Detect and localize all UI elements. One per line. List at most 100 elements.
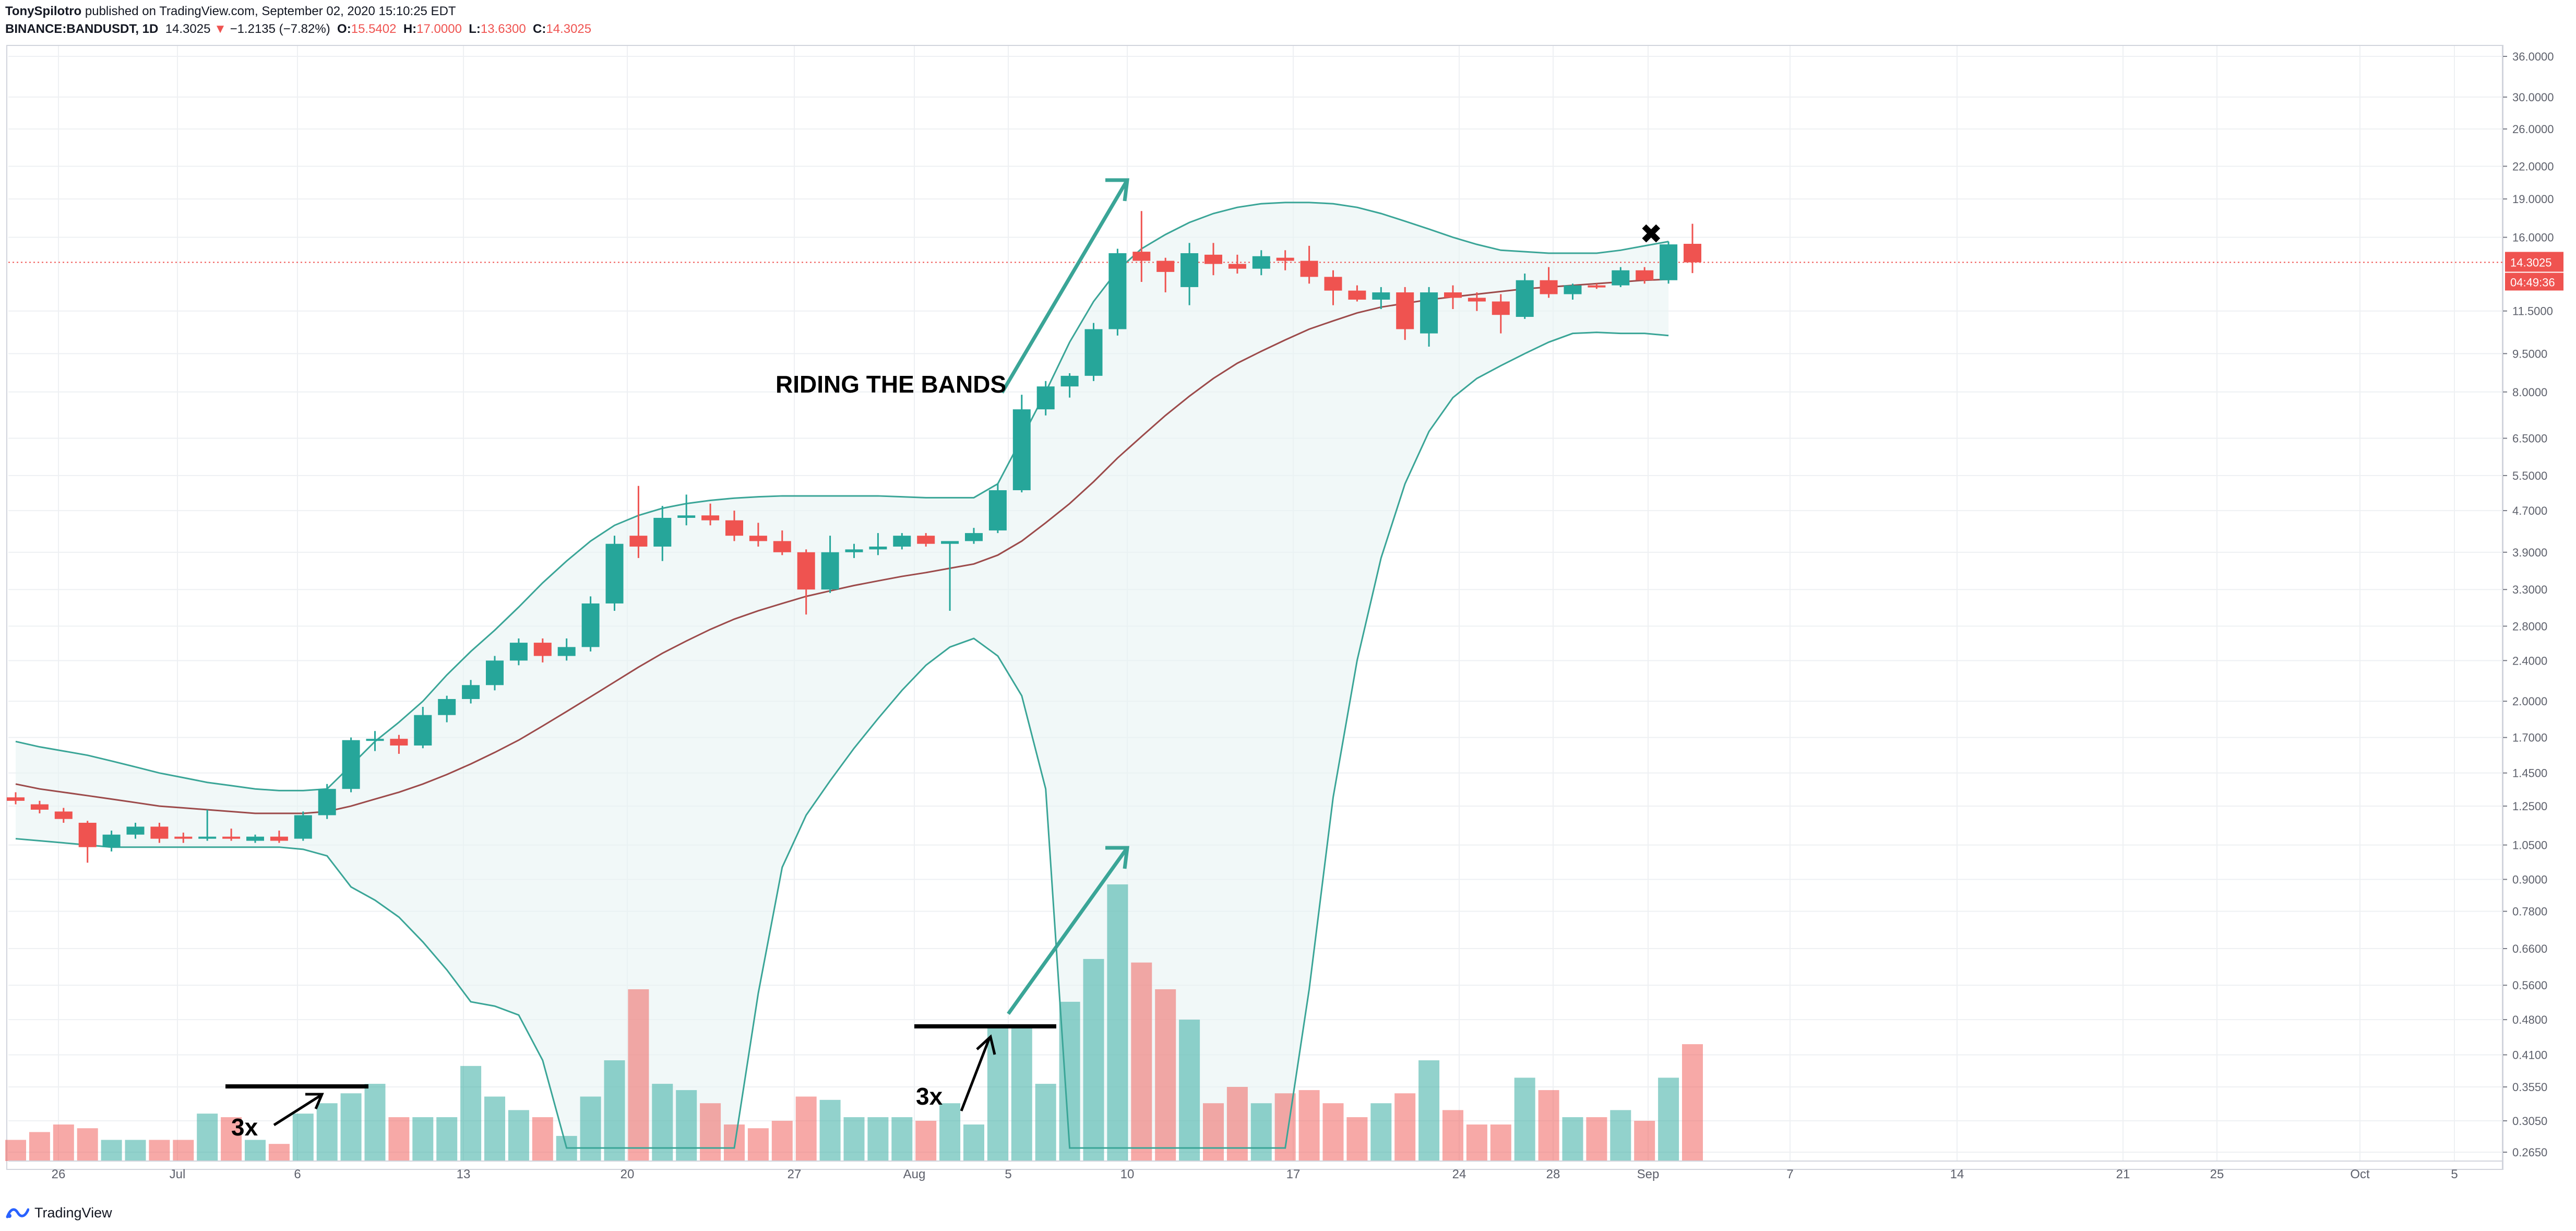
candle-body[interactable] (294, 815, 312, 839)
candle-body[interactable] (557, 647, 576, 656)
volume-bar (5, 1140, 26, 1161)
candle-body[interactable] (677, 515, 696, 518)
volume-bar (77, 1128, 98, 1161)
candle-body[interactable] (414, 715, 432, 746)
candle-body[interactable] (941, 541, 959, 544)
bollinger-upper-line (15, 202, 1669, 791)
candle-body[interactable] (1180, 253, 1199, 287)
volume-bar (1035, 1084, 1056, 1161)
candle-body[interactable] (366, 739, 384, 741)
candle-body[interactable] (965, 533, 983, 541)
candle-body[interactable] (30, 804, 49, 810)
volume-bar (1179, 1020, 1200, 1161)
candle-body[interactable] (1228, 264, 1246, 269)
candle-body[interactable] (845, 549, 863, 552)
volume-bar (460, 1066, 482, 1161)
candle-body[interactable] (1156, 261, 1175, 272)
candle-body[interactable] (1300, 261, 1318, 277)
candle-body[interactable] (102, 834, 121, 847)
volume-bar (747, 1128, 769, 1161)
volume-bar (245, 1140, 266, 1161)
candle-body[interactable] (1444, 292, 1462, 298)
candle-body[interactable] (1060, 375, 1079, 387)
candle-body[interactable] (1420, 292, 1438, 334)
candle-body[interactable] (318, 789, 336, 815)
candle-body[interactable] (342, 740, 360, 789)
candle-body[interactable] (1516, 280, 1534, 317)
candle-body[interactable] (1564, 285, 1582, 294)
tradingview-footer[interactable]: TradingView (5, 1201, 112, 1225)
volume-bar (508, 1110, 529, 1161)
candle-body[interactable] (150, 826, 169, 839)
candle-body[interactable] (509, 643, 528, 661)
date-tick-label: Oct (2350, 1167, 2370, 1181)
candle-body[interactable] (78, 823, 97, 847)
symbol-label[interactable]: BINANCE:BANDUSDT, 1D (5, 22, 159, 36)
candle-body[interactable] (988, 490, 1007, 531)
candle-body[interactable] (1276, 257, 1294, 261)
countdown-tag (2505, 273, 2563, 291)
candle-body[interactable] (773, 541, 791, 552)
candle-body[interactable] (270, 836, 288, 841)
candle-body[interactable] (1108, 253, 1127, 329)
volume-bar (724, 1124, 745, 1161)
candle-body[interactable] (1324, 277, 1342, 291)
candle-body[interactable] (174, 836, 193, 839)
candle-body[interactable] (1084, 329, 1103, 376)
candle-body[interactable] (1348, 290, 1366, 300)
candle-body[interactable] (1372, 292, 1390, 300)
candle-body[interactable] (1252, 256, 1270, 269)
candle-body[interactable] (1540, 280, 1558, 294)
publish-text: published on TradingView.com, September … (85, 4, 456, 18)
candle-body[interactable] (486, 660, 504, 685)
candle-body[interactable] (246, 836, 264, 841)
candle-body[interactable] (917, 536, 935, 544)
candle-body[interactable] (1636, 270, 1654, 280)
volume-bar (628, 989, 649, 1161)
close-label: C: (533, 22, 546, 36)
candle-body[interactable] (1492, 301, 1510, 315)
price-tick-label: 8.0000 (2512, 386, 2547, 399)
candle-body[interactable] (725, 520, 743, 536)
price-tick-label: 0.2650 (2512, 1146, 2547, 1159)
candle-body[interactable] (533, 643, 552, 656)
candle-body[interactable] (749, 536, 767, 541)
price-tick-label: 1.2500 (2512, 800, 2547, 813)
candle-body[interactable] (1468, 298, 1486, 302)
candle-body[interactable] (1396, 292, 1414, 329)
candle-body[interactable] (893, 536, 911, 547)
date-tick-label: 21 (2116, 1167, 2130, 1181)
volume-bar (1059, 1001, 1080, 1161)
candle-body[interactable] (581, 603, 600, 647)
candle-body[interactable] (629, 536, 648, 547)
candle-body[interactable] (198, 836, 217, 839)
price-tick-label: 0.7800 (2512, 905, 2547, 918)
candle-body[interactable] (1684, 244, 1701, 263)
candle-body[interactable] (1612, 270, 1630, 286)
candle-body[interactable] (821, 552, 839, 590)
candle-body[interactable] (54, 811, 73, 819)
candle-body[interactable] (7, 797, 25, 801)
candle-body[interactable] (462, 685, 480, 699)
candle-body[interactable] (126, 826, 145, 835)
current-price-tag (2505, 252, 2563, 272)
date-tick-label: 14 (1950, 1167, 1964, 1181)
candle-body[interactable] (1012, 409, 1031, 491)
candle-body[interactable] (797, 552, 815, 590)
candle-body[interactable] (1204, 254, 1222, 264)
candle-body[interactable] (605, 543, 624, 603)
candle-body[interactable] (1588, 285, 1606, 288)
candle-body[interactable] (653, 517, 672, 547)
candle-body[interactable] (701, 515, 720, 520)
candle-body[interactable] (1036, 386, 1055, 410)
publish-info: TonySpilotro published on TradingView.co… (5, 4, 456, 19)
candle-body[interactable] (1660, 244, 1678, 280)
low-value: 13.6300 (480, 22, 526, 36)
candle-body[interactable] (390, 739, 408, 746)
candle-body[interactable] (222, 836, 241, 839)
candle-body[interactable] (1132, 252, 1151, 261)
candle-body[interactable] (869, 547, 887, 550)
candle-body[interactable] (438, 699, 456, 715)
author-name[interactable]: TonySpilotro (5, 4, 82, 18)
